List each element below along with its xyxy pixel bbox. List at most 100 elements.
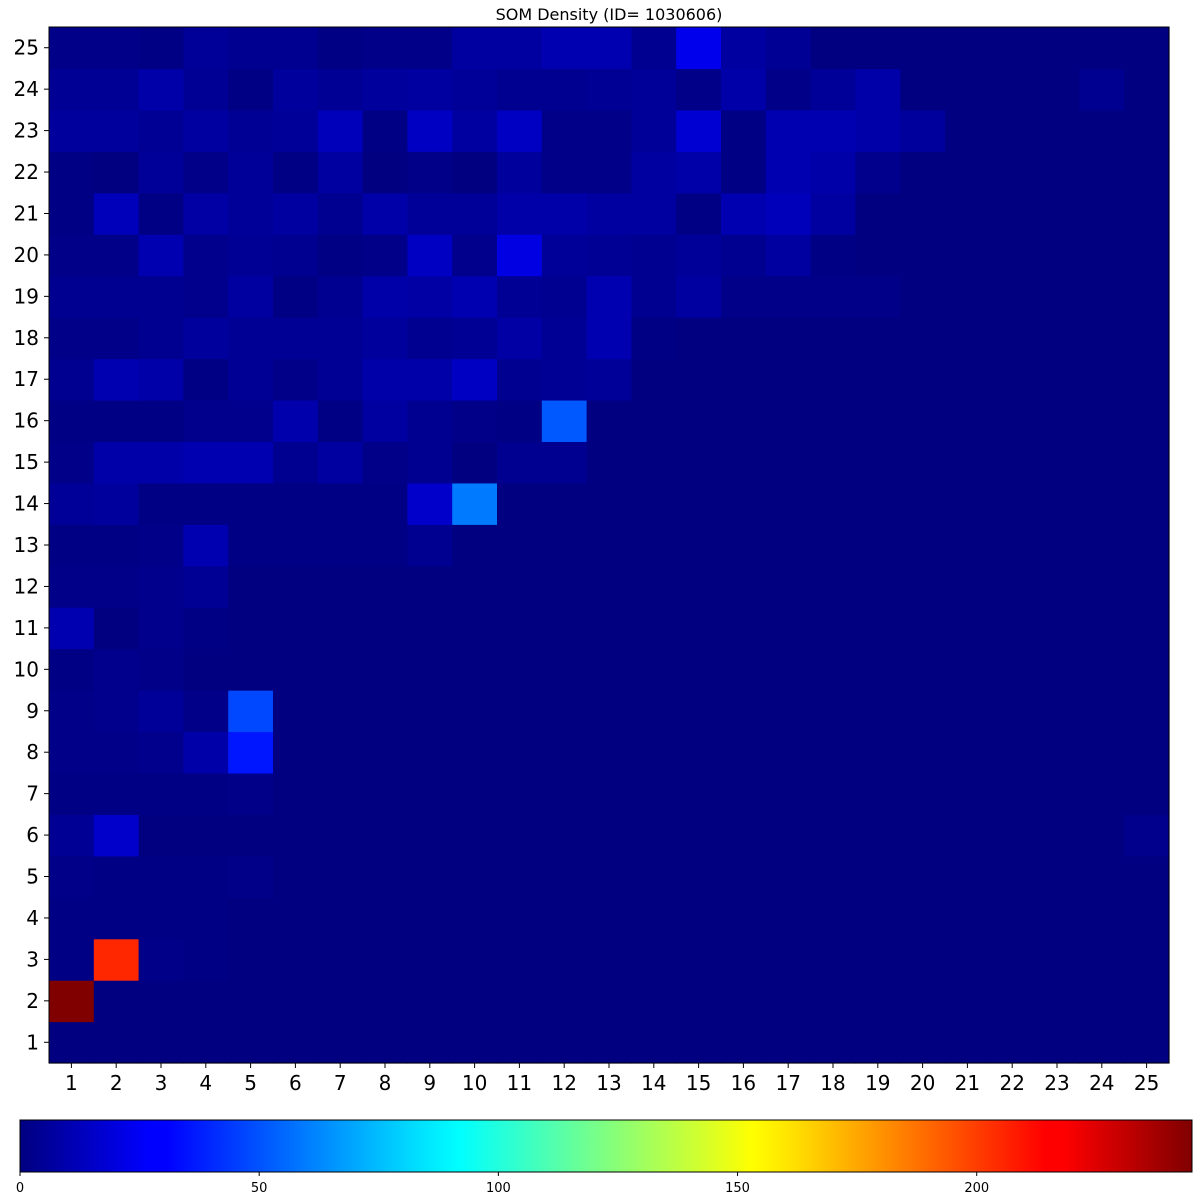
heatmap-cell	[362, 980, 408, 1023]
heatmap-cell	[900, 68, 946, 111]
heatmap-cell	[452, 1021, 498, 1064]
x-tick-label: 1	[65, 1071, 78, 1095]
heatmap-cell	[93, 275, 140, 318]
colorbar-tick-label: 50	[251, 1181, 268, 1196]
heatmap-cell	[945, 358, 991, 401]
heatmap-cell	[452, 938, 498, 981]
x-tick-label: 16	[731, 1071, 756, 1095]
heatmap-cell	[497, 1021, 543, 1064]
heatmap-cell	[317, 234, 364, 277]
heatmap-cell	[138, 855, 184, 898]
heatmap-cell	[676, 234, 722, 277]
heatmap-cell	[1079, 814, 1125, 857]
heatmap-cell	[676, 68, 722, 111]
heatmap-cell	[541, 1021, 588, 1064]
heatmap-cell	[855, 772, 901, 815]
heatmap-cell	[631, 234, 677, 277]
heatmap-cell	[317, 938, 364, 981]
heatmap-cell	[765, 358, 812, 401]
heatmap-cell	[721, 151, 767, 194]
heatmap-cell	[541, 151, 588, 194]
heatmap-cell	[676, 565, 722, 608]
x-tick-label: 23	[1044, 1071, 1069, 1095]
heatmap-cell	[676, 524, 722, 567]
heatmap-cell	[855, 1021, 901, 1064]
heatmap-cell	[631, 690, 677, 733]
heatmap-cell	[1079, 897, 1125, 940]
heatmap-cell	[676, 317, 722, 360]
heatmap-cell	[810, 897, 856, 940]
heatmap-cell	[273, 358, 319, 401]
heatmap-cell	[317, 399, 364, 442]
heatmap-cell	[273, 938, 319, 981]
heatmap-cell	[49, 814, 95, 857]
heatmap-cell	[317, 524, 364, 567]
heatmap-cell	[138, 772, 184, 815]
heatmap-cell	[676, 109, 722, 152]
heatmap-cell	[721, 980, 767, 1023]
heatmap-cell	[900, 980, 946, 1023]
heatmap-cell	[452, 690, 498, 733]
heatmap-cell	[1124, 524, 1170, 567]
heatmap-cell	[317, 27, 364, 70]
heatmap-cell	[452, 607, 498, 650]
heatmap-cell	[1124, 565, 1170, 608]
heatmap-cell	[900, 109, 946, 152]
x-tick-label: 7	[334, 1071, 347, 1095]
heatmap-cell	[900, 234, 946, 277]
heatmap-cell	[765, 151, 812, 194]
heatmap-cell	[945, 565, 991, 608]
heatmap-cell	[362, 897, 408, 940]
heatmap-cell	[945, 68, 991, 111]
heatmap-cell	[183, 648, 229, 691]
heatmap-cell	[228, 607, 274, 650]
x-tick-label: 8	[379, 1071, 392, 1095]
heatmap-cell	[855, 441, 901, 484]
heatmap-cell	[452, 399, 498, 442]
heatmap-cell	[93, 358, 140, 401]
heatmap-cell	[407, 607, 453, 650]
heatmap-cell	[676, 151, 722, 194]
heatmap-cell	[586, 275, 632, 318]
heatmap-cell	[317, 897, 364, 940]
heatmap-cell	[541, 731, 588, 774]
heatmap-cell	[541, 980, 588, 1023]
heatmap-cell	[721, 938, 767, 981]
heatmap-cell	[228, 938, 274, 981]
heatmap-cell	[362, 275, 408, 318]
heatmap-cell	[631, 151, 677, 194]
heatmap-cell	[407, 482, 453, 525]
heatmap-cell	[228, 482, 274, 525]
heatmap-cell	[452, 441, 498, 484]
heatmap-cell	[497, 524, 543, 567]
heatmap-cell	[989, 607, 1036, 650]
heatmap-cell	[900, 275, 946, 318]
heatmap-cell	[541, 399, 588, 442]
heatmap-cell	[183, 441, 229, 484]
heatmap-cell	[855, 192, 901, 235]
heatmap-cell	[362, 607, 408, 650]
heatmap-cell	[945, 980, 991, 1023]
heatmap-cell	[228, 317, 274, 360]
heatmap-cell	[317, 1021, 364, 1064]
heatmap-cell	[1034, 980, 1080, 1023]
heatmap-cell	[721, 814, 767, 857]
heatmap-cell	[810, 192, 856, 235]
heatmap-cell	[183, 1021, 229, 1064]
heatmap-cell	[317, 441, 364, 484]
heatmap-cell	[676, 855, 722, 898]
y-tick-label: 10	[14, 657, 39, 681]
chart-title: SOM Density (ID= 1030606)	[496, 5, 723, 24]
heatmap-cell	[721, 855, 767, 898]
heatmap-cell	[676, 648, 722, 691]
heatmap-cell	[138, 358, 184, 401]
heatmap-cell	[407, 648, 453, 691]
heatmap-cell	[273, 27, 319, 70]
heatmap-cell	[1034, 772, 1080, 815]
heatmap-cell	[765, 275, 812, 318]
heatmap-cell	[1124, 772, 1170, 815]
heatmap-cell	[765, 192, 812, 235]
heatmap-cell	[1124, 192, 1170, 235]
heatmap-cell	[631, 441, 677, 484]
heatmap-cell	[273, 275, 319, 318]
